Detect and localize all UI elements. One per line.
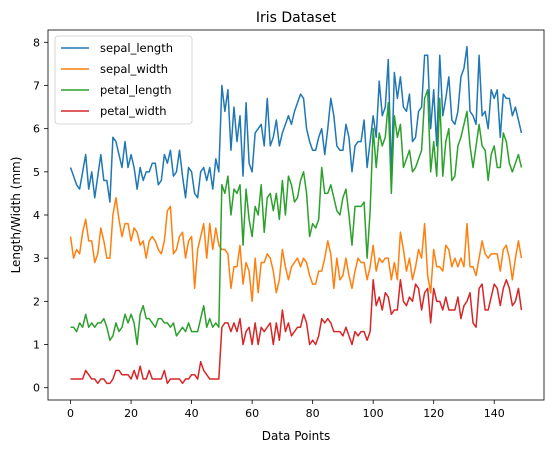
x-tick-label: 120	[423, 407, 444, 420]
series-line-sepal-length	[69, 45, 523, 203]
chart-title: Iris Dataset	[256, 10, 337, 26]
x-axis-ticks: 0 20 40 60 80 100 120 140	[67, 400, 505, 420]
legend-label-sepal-length: sepal_length	[100, 41, 173, 55]
x-tick-label: 140	[484, 407, 505, 420]
series-line-petal-width	[70, 279, 523, 385]
x-tick-label: 100	[363, 407, 384, 420]
y-axis-label: Length/Width (mm)	[9, 157, 23, 274]
series-lines	[69, 45, 523, 385]
y-tick-label: 6	[33, 123, 40, 136]
y-tick-label: 4	[33, 209, 40, 222]
y-tick-label: 7	[33, 79, 40, 92]
y-tick-label: 5	[33, 166, 40, 179]
y-tick-label: 1	[33, 339, 40, 352]
series-line-petal-length	[70, 89, 523, 346]
legend-label-petal-length: petal_length	[100, 83, 172, 97]
legend-label-sepal-width: sepal_width	[100, 62, 168, 76]
y-tick-label: 8	[33, 36, 40, 49]
x-tick-label: 80	[306, 407, 320, 420]
x-tick-label: 60	[245, 407, 259, 420]
x-tick-label: 40	[185, 407, 199, 420]
y-tick-label: 3	[33, 252, 40, 265]
x-tick-label: 0	[67, 407, 74, 420]
plot-area-frame	[47, 29, 545, 401]
x-tick-label: 20	[124, 407, 138, 420]
legend-label-petal-width: petal_width	[100, 104, 167, 118]
legend: sepal_length sepal_width petal_lengthpetal…	[54, 35, 193, 125]
y-tick-label: 2	[33, 295, 40, 308]
legend-box	[54, 35, 193, 125]
y-axis-ticks: 0 1 2 3 4 5 6 7 8	[33, 36, 48, 395]
series-line-sepal-width	[69, 196, 523, 303]
x-axis-label: Data Points	[262, 429, 331, 443]
y-tick-label: 0	[33, 382, 40, 395]
